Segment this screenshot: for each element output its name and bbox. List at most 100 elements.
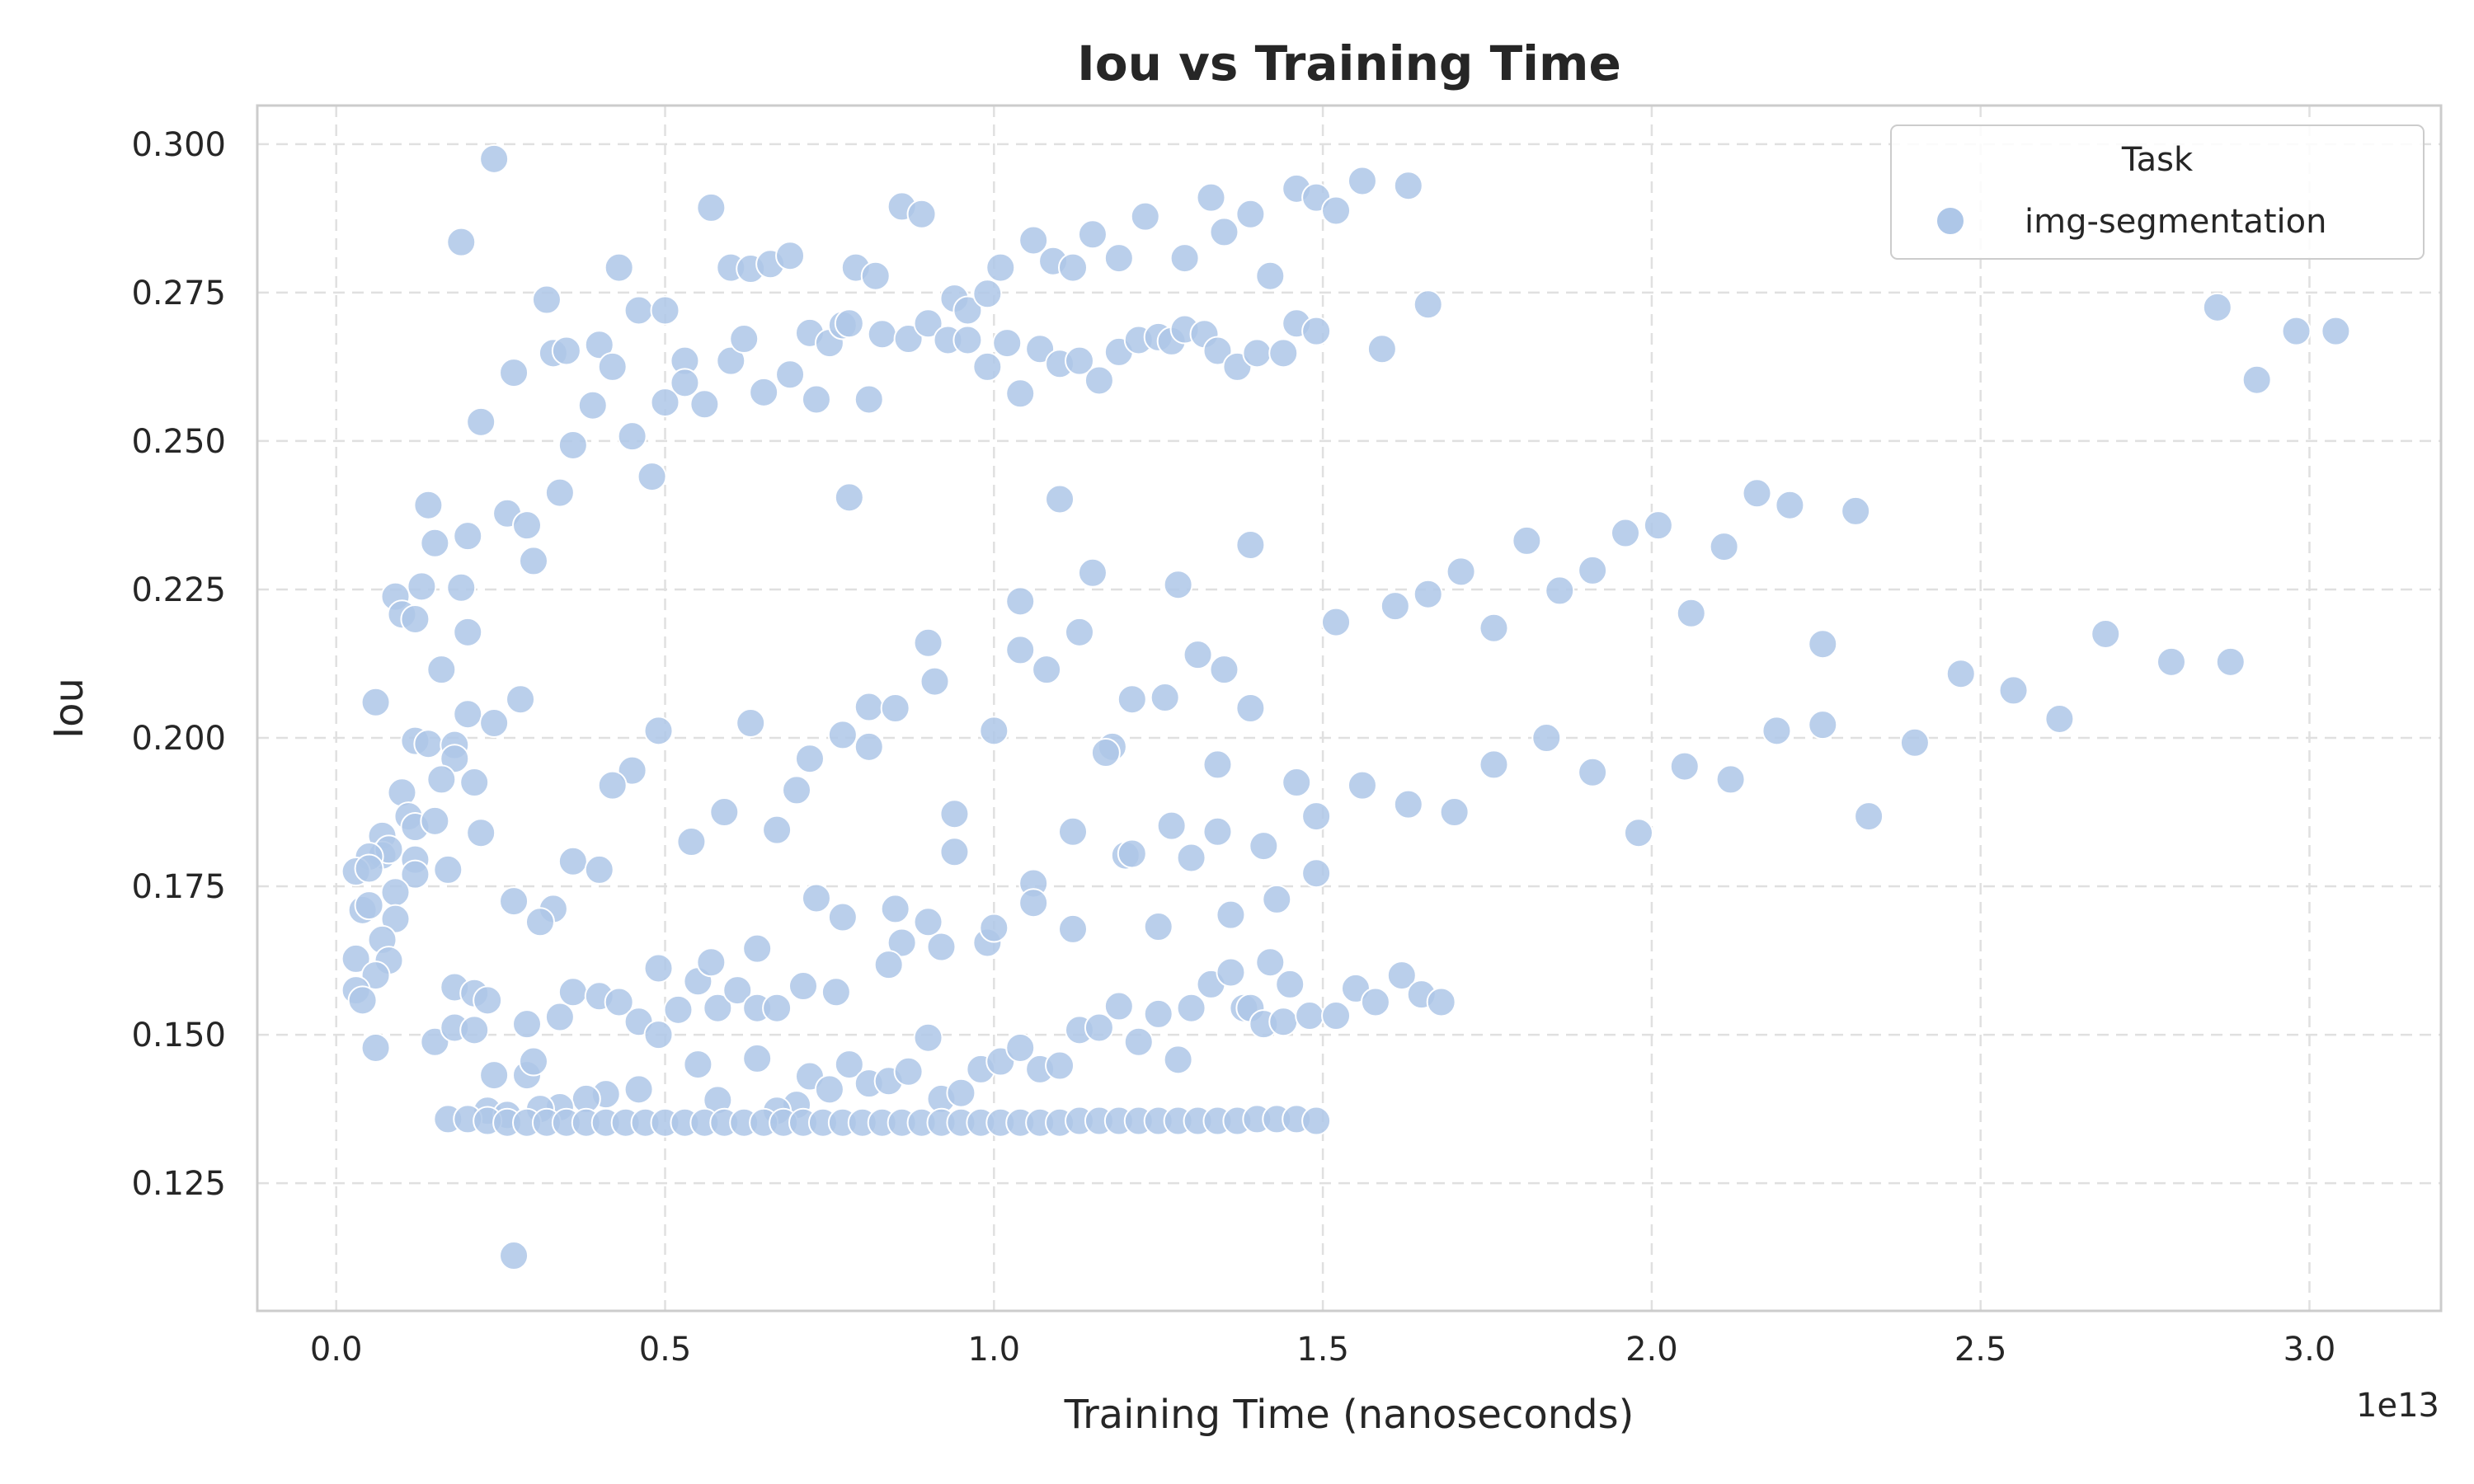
data-point <box>446 227 477 257</box>
data-point <box>413 490 444 520</box>
x-tick-label: 0.0 <box>310 1331 363 1369</box>
data-point <box>834 1050 864 1080</box>
data-point <box>557 977 588 1007</box>
data-point <box>952 325 983 355</box>
data-point <box>453 521 483 552</box>
data-point <box>499 358 529 388</box>
data-point <box>1216 899 1246 930</box>
data-point <box>2241 364 2272 395</box>
data-point <box>643 716 674 746</box>
data-point <box>557 846 588 876</box>
legend-title: Task <box>2121 141 2194 179</box>
data-point <box>347 985 378 1016</box>
data-point <box>979 716 1009 746</box>
grid <box>257 106 2441 1311</box>
data-point <box>1058 816 1089 847</box>
data-point <box>1623 818 1653 848</box>
data-point <box>1143 998 1174 1029</box>
data-point <box>893 324 924 355</box>
data-point <box>604 252 634 283</box>
data-point <box>1262 884 1292 914</box>
data-point <box>420 528 450 558</box>
data-point <box>531 284 562 315</box>
data-point <box>1275 969 1305 999</box>
data-point <box>1446 556 1476 587</box>
data-point <box>1393 789 1423 819</box>
data-point <box>1045 1050 1075 1081</box>
data-point <box>742 1043 773 1073</box>
data-point <box>834 308 864 339</box>
data-point <box>887 928 917 958</box>
data-point <box>1103 243 1134 274</box>
data-point <box>400 859 430 890</box>
data-point <box>604 987 634 1017</box>
data-point <box>426 655 457 685</box>
data-point <box>551 336 581 366</box>
data-point <box>827 902 858 932</box>
data-point <box>506 684 536 715</box>
data-point <box>1545 575 1575 606</box>
data-point <box>775 359 806 390</box>
data-point <box>1163 570 1193 600</box>
data-point <box>466 406 496 437</box>
data-point <box>1058 252 1089 283</box>
plot-frame <box>256 104 2443 1313</box>
data-point <box>696 947 727 978</box>
data-point <box>1366 334 1397 364</box>
data-point <box>762 815 793 845</box>
data-point <box>913 308 943 339</box>
data-point <box>1196 182 1226 213</box>
data-point <box>985 252 1016 283</box>
data-point <box>775 241 806 271</box>
data-point <box>854 731 884 762</box>
data-point <box>1045 484 1075 514</box>
data-point <box>446 572 477 603</box>
data-point <box>1123 1026 1154 1057</box>
data-point <box>801 883 831 913</box>
data-point <box>683 1050 713 1080</box>
data-point <box>1393 171 1423 201</box>
data-point <box>1202 816 1233 847</box>
data-point <box>1413 289 1443 320</box>
data-point <box>992 328 1023 359</box>
data-point <box>1512 525 1542 556</box>
x-tick-label: 2.5 <box>1954 1331 2007 1369</box>
data-point <box>2044 703 2075 734</box>
data-point <box>1301 801 1332 832</box>
data-point <box>1945 659 1976 689</box>
data-point <box>584 330 614 360</box>
x-tick-label: 1.0 <box>967 1331 1020 1369</box>
data-point <box>354 890 384 921</box>
data-point <box>716 345 746 376</box>
legend-marker <box>1935 206 1965 236</box>
y-tick-label: 0.225 <box>131 571 226 609</box>
data-point <box>433 854 463 885</box>
data-point <box>920 666 950 697</box>
data-point <box>1282 768 1312 798</box>
data-point <box>643 1020 674 1050</box>
data-point <box>1426 987 1456 1017</box>
data-point <box>926 932 957 962</box>
data-point <box>466 818 496 848</box>
data-point <box>473 985 503 1016</box>
data-point <box>893 1056 924 1087</box>
data-point <box>1775 490 1805 520</box>
legend-entry-img-segmentation: img-segmentation <box>2025 203 2326 241</box>
data-point <box>1531 723 1562 754</box>
data-point <box>1841 495 1871 526</box>
data-point <box>1347 770 1377 801</box>
data-point <box>736 708 766 739</box>
data-point <box>623 1074 654 1105</box>
y-axis-label: Iou <box>46 678 92 739</box>
data-point <box>1032 655 1062 685</box>
data-point <box>801 384 831 415</box>
data-point <box>1202 749 1233 780</box>
data-point <box>821 977 851 1007</box>
data-point <box>1854 801 1884 832</box>
data-point <box>1761 716 1792 746</box>
data-point <box>479 143 510 174</box>
data-point <box>1295 1001 1325 1031</box>
data-point <box>2091 618 2121 649</box>
x-tick-label: 1.5 <box>1296 1331 1349 1369</box>
data-point <box>979 913 1009 943</box>
